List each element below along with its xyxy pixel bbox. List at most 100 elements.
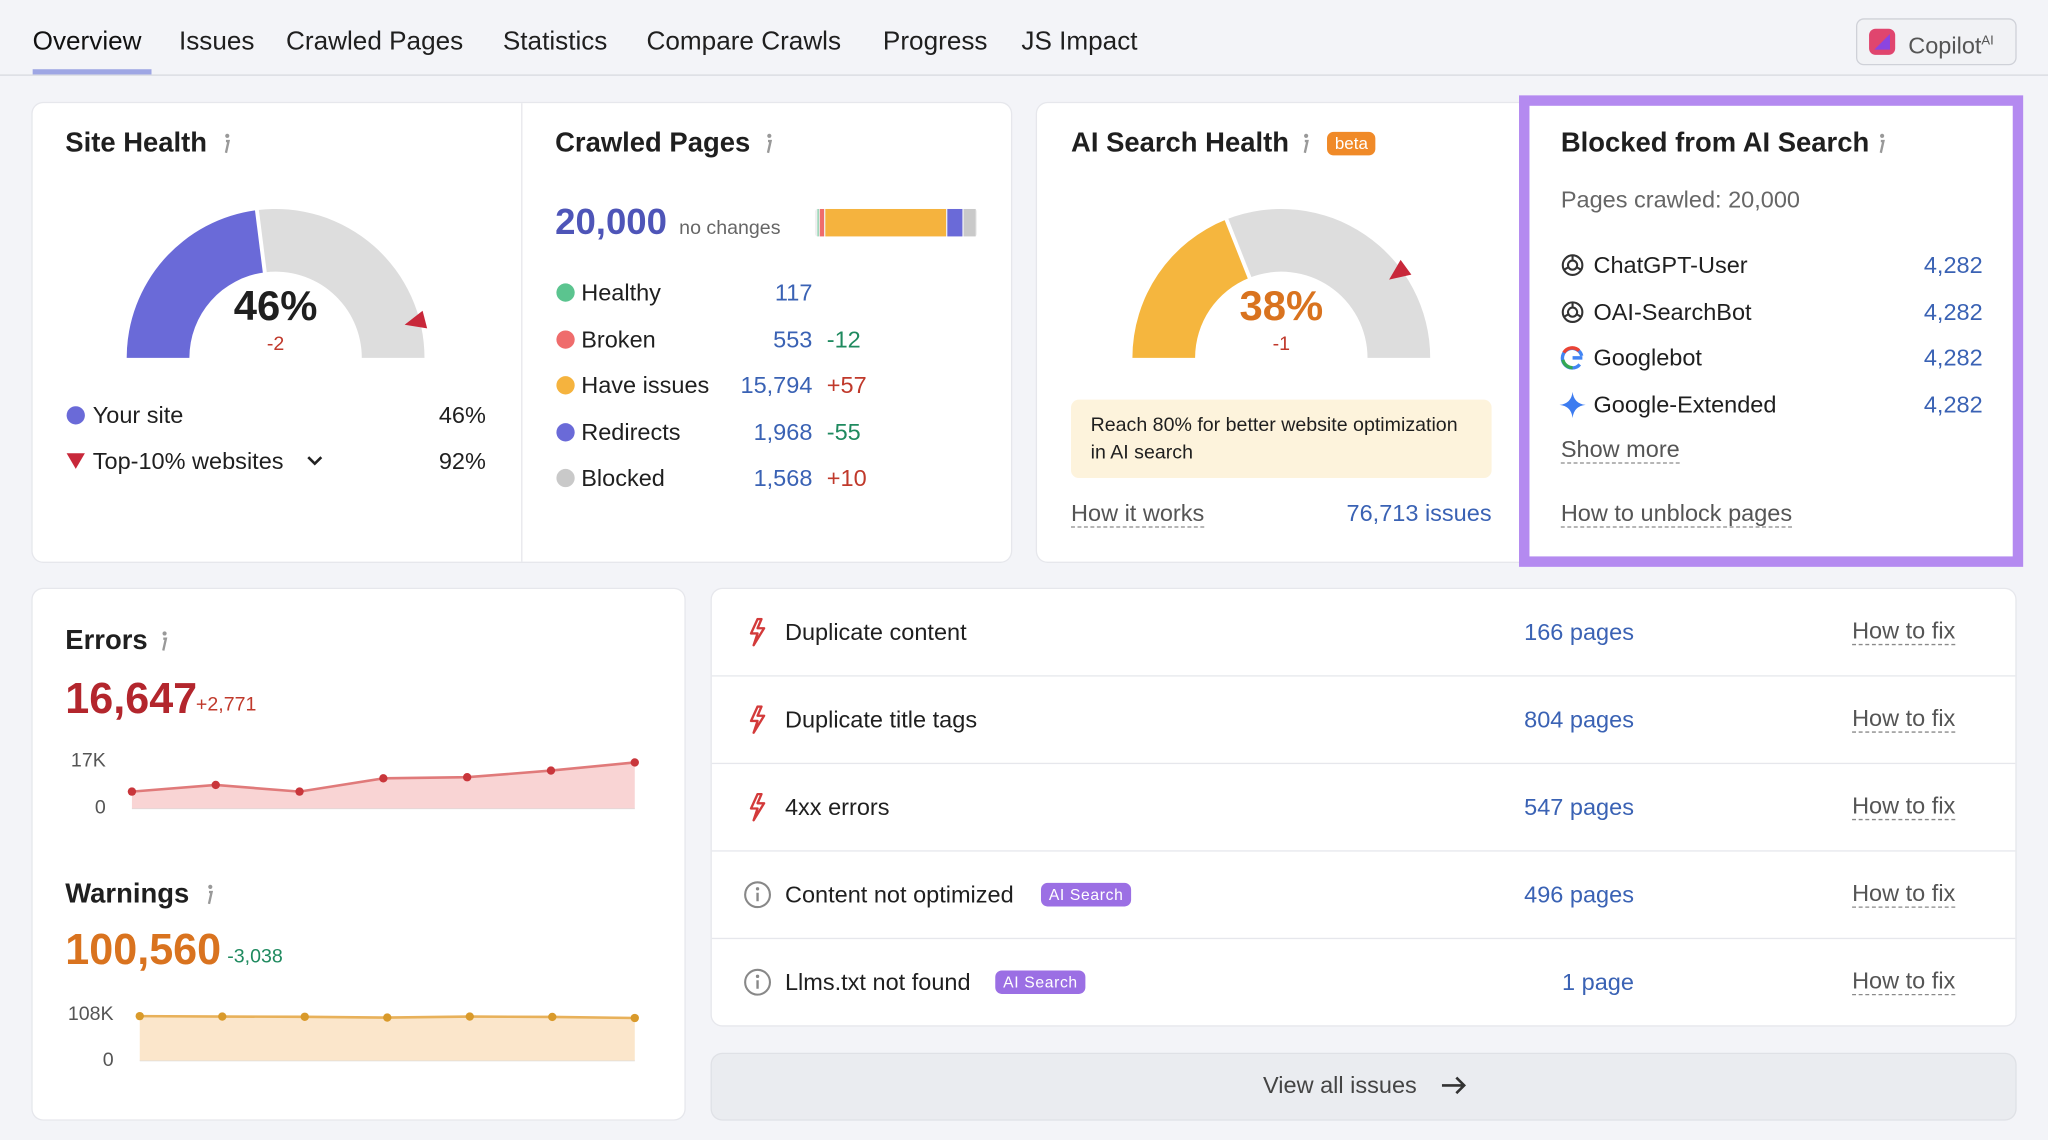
legend-value: 92% bbox=[438, 447, 486, 475]
status-name: Healthy bbox=[581, 279, 661, 306]
sparkline-point bbox=[211, 780, 220, 790]
how-it-works-link[interactable]: How it works bbox=[1071, 500, 1205, 528]
status-count: 553 bbox=[773, 325, 813, 352]
tab[interactable]: Progress bbox=[882, 27, 988, 57]
view-all-button[interactable] bbox=[711, 1054, 2016, 1120]
sparkline-point bbox=[548, 1012, 557, 1022]
status-change: +10 bbox=[826, 464, 867, 492]
row-divider bbox=[711, 937, 2016, 940]
issue-pages[interactable]: 547 pages bbox=[1524, 794, 1634, 821]
status-change: -55 bbox=[826, 418, 861, 445]
fix-link[interactable]: How to fix bbox=[1852, 617, 1956, 646]
card-title: Site Health bbox=[65, 127, 208, 159]
notice-icon bbox=[744, 881, 772, 909]
copilot-button[interactable] bbox=[1855, 18, 2017, 66]
chevron[interactable] bbox=[306, 453, 324, 469]
bot-count[interactable]: 4,282 bbox=[1923, 299, 1983, 326]
bot-count[interactable]: 4,282 bbox=[1923, 391, 1983, 418]
bot-count[interactable]: 4,282 bbox=[1923, 344, 1983, 371]
issue-pages[interactable]: 804 pages bbox=[1524, 706, 1634, 733]
notice-icon bbox=[744, 968, 772, 996]
tab[interactable]: Issues bbox=[178, 27, 255, 57]
arrow-icon bbox=[1441, 1076, 1467, 1095]
copilot-icon bbox=[1869, 28, 1896, 55]
bot-name: ChatGPT-User bbox=[1593, 252, 1748, 279]
gemini-icon bbox=[1559, 391, 1586, 418]
row-divider bbox=[711, 762, 2016, 765]
view-all-label[interactable]: View all issues bbox=[1263, 1072, 1417, 1099]
legend-label[interactable]: Top-10% websites bbox=[92, 447, 284, 475]
status-dot bbox=[556, 468, 575, 488]
crawled-bar-segment bbox=[963, 208, 976, 237]
fix-link[interactable]: How to fix bbox=[1852, 705, 1956, 733]
legend-label: Your site bbox=[92, 402, 184, 429]
sparkline-point bbox=[546, 766, 556, 775]
pages-crawled: Pages crawled: 20,000 bbox=[1560, 186, 1800, 213]
copilot-text: Copilot bbox=[1908, 32, 1982, 59]
sparkline-point bbox=[462, 773, 472, 782]
gauge-track bbox=[256, 208, 425, 358]
status-change: +57 bbox=[826, 372, 867, 399]
issue-name[interactable]: Duplicate content bbox=[784, 619, 967, 646]
gauge-value: 46% bbox=[233, 282, 318, 330]
tab-underline bbox=[32, 69, 152, 75]
error-icon bbox=[749, 705, 766, 734]
card-divider bbox=[521, 103, 523, 562]
status-dot bbox=[556, 329, 575, 349]
show-more-link[interactable]: Show more bbox=[1560, 436, 1680, 464]
issue-name[interactable]: Content not optimized bbox=[784, 881, 1014, 908]
openai-icon bbox=[1561, 254, 1584, 276]
sparkline-point bbox=[465, 1012, 474, 1021]
warnings-total: 100,560 bbox=[65, 924, 222, 974]
issue-pages[interactable]: 496 pages bbox=[1524, 881, 1634, 908]
crawled-total: 20,000 bbox=[555, 201, 667, 242]
ai-search-tag: AI Search bbox=[995, 970, 1086, 994]
crawled-bar-segment bbox=[819, 208, 825, 237]
issue-name[interactable]: Duplicate title tags bbox=[784, 706, 978, 733]
ai-search-tag: AI Search bbox=[1040, 882, 1132, 907]
error-icon bbox=[749, 617, 766, 647]
crawled-bar-segment bbox=[817, 208, 819, 237]
sparkline-area bbox=[139, 1016, 635, 1061]
bot-count[interactable]: 4,282 bbox=[1923, 252, 1983, 279]
info-icon bbox=[766, 133, 773, 154]
legend-dot bbox=[66, 406, 85, 425]
info-icon bbox=[162, 631, 168, 651]
status-dot bbox=[556, 422, 575, 441]
tab[interactable]: Compare Crawls bbox=[646, 27, 842, 57]
copilot-label: CopilotAI bbox=[1908, 26, 1994, 61]
sparkline-point bbox=[300, 1012, 309, 1021]
info-icon bbox=[1303, 133, 1309, 154]
info-icon bbox=[224, 133, 231, 154]
gauge-separator bbox=[1224, 217, 1252, 280]
issues-link[interactable]: 76,713 issues bbox=[1346, 500, 1492, 527]
fix-link[interactable]: How to fix bbox=[1852, 880, 1956, 908]
fix-link[interactable]: How to fix bbox=[1852, 792, 1956, 821]
crawled-bar-segment bbox=[825, 208, 947, 237]
gauge-change: -1 bbox=[1272, 333, 1291, 356]
issue-pages[interactable]: 1 page bbox=[1562, 969, 1634, 996]
gauge-change: -2 bbox=[266, 333, 285, 356]
sparkline-point bbox=[295, 787, 304, 796]
tab[interactable]: JS Impact bbox=[1021, 27, 1138, 57]
tab[interactable]: Crawled Pages bbox=[286, 27, 464, 57]
card-title: AI Search Health bbox=[1071, 127, 1290, 159]
crawled-bar-segment bbox=[947, 208, 963, 237]
y-tick-label: 17K bbox=[70, 749, 106, 772]
row-divider bbox=[711, 675, 2016, 677]
status-name: Broken bbox=[581, 325, 656, 352]
fix-link[interactable]: How to fix bbox=[1852, 967, 1956, 996]
gauge-track bbox=[1226, 208, 1431, 358]
google-icon bbox=[1560, 346, 1584, 370]
unblock-link[interactable]: How to unblock pages bbox=[1560, 500, 1793, 528]
sparkline-point bbox=[630, 1013, 639, 1023]
sparkline-point bbox=[379, 774, 388, 783]
tab[interactable]: Statistics bbox=[502, 27, 608, 57]
card-title: Blocked from AI Search bbox=[1560, 127, 1870, 159]
issue-name[interactable]: 4xx errors bbox=[784, 794, 890, 821]
sparkline-point bbox=[218, 1012, 227, 1021]
tab[interactable]: Overview bbox=[32, 27, 142, 57]
issue-pages[interactable]: 166 pages bbox=[1524, 619, 1634, 646]
issue-name[interactable]: Llms.txt not found bbox=[784, 969, 971, 996]
info-icon bbox=[207, 884, 214, 905]
